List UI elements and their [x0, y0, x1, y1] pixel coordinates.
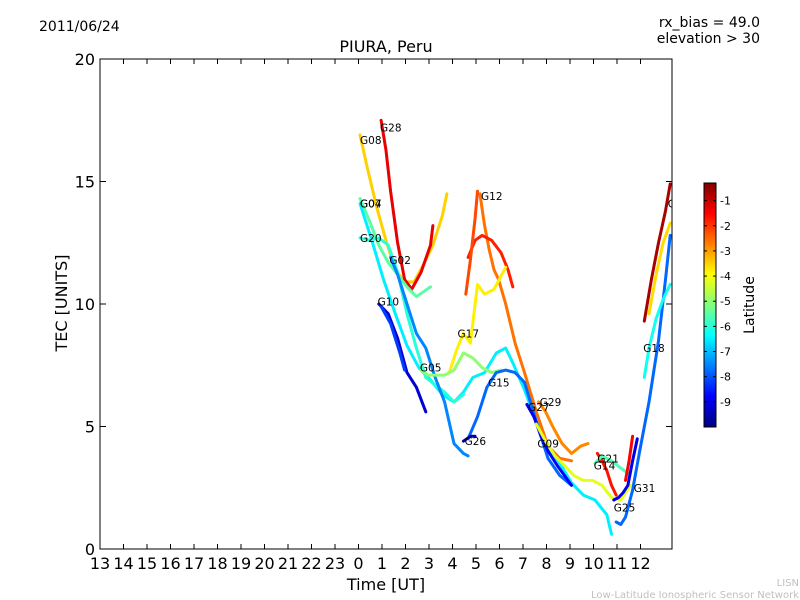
y-tick-label: 5 — [85, 418, 95, 437]
y-tick-label: 15 — [75, 173, 95, 192]
x-tick-label: 3 — [424, 554, 434, 573]
sat-label-g21: G21 — [597, 453, 619, 465]
x-tick-label: 22 — [301, 554, 321, 573]
colorbar-tick-label: -9 — [720, 396, 731, 409]
colorbar-gradient — [703, 182, 717, 428]
date-label: 2011/06/24 — [39, 19, 120, 35]
series-trace-g25 — [612, 437, 639, 502]
y-axis-label: TEC [UNITS] — [52, 255, 71, 353]
y-tick-label: 10 — [75, 295, 95, 314]
series-trace-g26 — [461, 434, 477, 443]
x-tick-label: 18 — [207, 554, 227, 573]
colorbar-tick-label: -8 — [720, 371, 731, 384]
sat-label-g10: G10 — [378, 297, 400, 309]
chart-title: PIURA, Peru — [339, 37, 432, 56]
colorbar-tick-label: -7 — [720, 346, 731, 359]
x-tick-label: 16 — [160, 554, 180, 573]
x-tick-label: 14 — [113, 554, 133, 573]
x-tick-label: 7 — [518, 554, 528, 573]
x-tick-label: 21 — [278, 554, 298, 573]
x-tick-label: 5 — [471, 554, 481, 573]
sat-label-g29: G29 — [540, 397, 562, 409]
x-tick-label: 17 — [184, 554, 204, 573]
colorbar-tick-label: -3 — [720, 245, 731, 258]
plot-area: G08G28G07G04G20G02G10G12G17G05G15G26G27G… — [358, 118, 690, 536]
rx-bias-label: rx_bias = 49.0 — [659, 15, 760, 31]
sat-label-g12: G12 — [481, 191, 503, 203]
series-trace-g20 — [358, 236, 465, 404]
series-trace-g29 — [537, 400, 590, 455]
series-trace-g05 — [419, 351, 503, 377]
series-trace-g10b — [379, 304, 407, 372]
x-tick-label: 13 — [90, 554, 110, 573]
x-tick-label: 12 — [630, 554, 650, 573]
axes: 13 14 15 16 17 18 19 20 21 22 23 0 1 2 3 4 5 6 7 8 9 10 11 1205… — [75, 50, 672, 573]
colorbar-tick-label: -5 — [720, 295, 731, 308]
sat-label-g20: G20 — [360, 233, 382, 245]
sat-label-g22: G22 — [668, 199, 690, 211]
series-trace-g04 — [358, 202, 613, 536]
x-tick-label: 10 — [583, 554, 603, 573]
footer-lisn: LISN — [777, 578, 799, 589]
series-trace-g07 — [358, 197, 432, 299]
colorbar-tick-label: -4 — [720, 270, 731, 283]
series-trace-g02 — [389, 255, 470, 458]
sat-label-g08: G08 — [360, 135, 382, 147]
sat-label-g27: G27 — [528, 402, 550, 414]
sat-label-g17: G17 — [458, 328, 480, 340]
colorbar-tick-label: -1 — [720, 195, 731, 208]
series-trace-g17 — [447, 265, 508, 375]
x-tick-label: 19 — [231, 554, 251, 573]
series-trace-g14 — [593, 454, 630, 475]
sat-label-g26: G26 — [465, 436, 487, 448]
series-trace-g12 — [478, 192, 573, 463]
x-tick-label: 2 — [400, 554, 410, 573]
x-tick-label: 20 — [254, 554, 274, 573]
series-trace-g17b — [464, 189, 479, 296]
series-trace-g27 — [525, 402, 573, 487]
series-trace-g18 — [642, 282, 672, 379]
series-trace-g28 — [379, 118, 435, 291]
colorbar-tick-label: -2 — [720, 220, 731, 233]
sat-label-g04: G04 — [360, 199, 382, 211]
y-tick-label: 0 — [85, 540, 95, 559]
sat-label-g31: G31 — [634, 483, 656, 495]
sat-label-g05: G05 — [420, 363, 442, 375]
series-trace-g10 — [377, 302, 428, 414]
x-tick-label: 0 — [353, 554, 363, 573]
series-trace-g15 — [466, 368, 573, 487]
colorbar-tick-label: -6 — [720, 320, 731, 333]
footer-network: Low-Latitude Ionospheric Sensor Network — [591, 590, 799, 600]
sat-label-g14: G14 — [594, 461, 616, 473]
colorbar: -1 -2 -3 -4 -5 -6 -7 -8 -9 — [703, 182, 731, 428]
x-tick-label: 15 — [137, 554, 157, 573]
x-tick-label: 6 — [494, 554, 504, 573]
x-tick-label: 11 — [607, 554, 627, 573]
series-trace-g12r — [466, 233, 515, 289]
series-trace-g22 — [642, 182, 672, 323]
x-tick-label: 9 — [565, 554, 575, 573]
x-tick-label: 4 — [447, 554, 457, 573]
sat-label-g15: G15 — [488, 377, 510, 389]
x-tick-label: 1 — [377, 554, 387, 573]
series-trace-g25b — [624, 434, 635, 482]
y-tick-label: 20 — [75, 50, 95, 69]
sat-label-g02: G02 — [389, 255, 411, 267]
series-trace-g22b — [647, 221, 672, 316]
sat-label-g09: G09 — [537, 439, 559, 451]
x-tick-label: 23 — [325, 554, 345, 573]
sat-label-g28: G28 — [380, 123, 402, 135]
colorbar-label: Latitude — [742, 276, 758, 334]
elevation-label: elevation > 30 — [657, 31, 760, 47]
x-tick-label: 8 — [541, 554, 551, 573]
x-axis-label: Time [UT] — [346, 575, 425, 594]
sat-label-g07: G07 — [360, 199, 382, 211]
sat-label-g18: G18 — [643, 343, 665, 355]
sat-label-g25: G25 — [614, 502, 636, 514]
